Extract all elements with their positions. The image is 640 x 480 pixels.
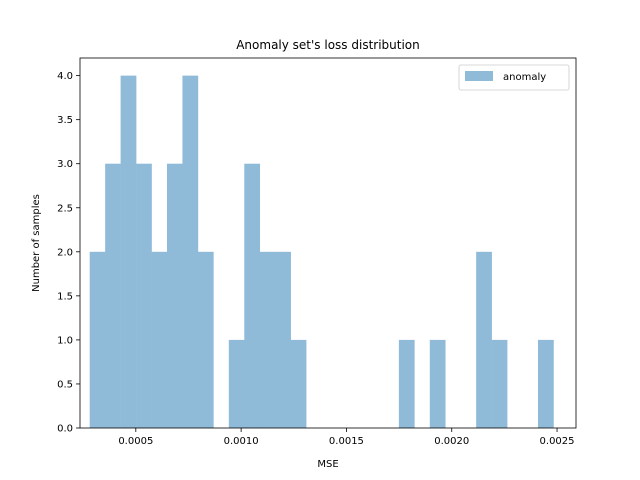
- axes-frame: [79, 57, 577, 429]
- y-tick-label: 3.5: [57, 115, 73, 126]
- histogram-bar: [228, 339, 245, 428]
- y-tick-label: 2.0: [57, 247, 73, 258]
- x-tick-label: 0.0020: [434, 436, 469, 447]
- histogram-bar: [105, 163, 121, 428]
- histogram-bar: [398, 339, 415, 428]
- y-tick-label: 3.0: [57, 159, 73, 170]
- histogram-bar: [476, 251, 492, 428]
- histogram-bar: [259, 251, 276, 428]
- y-tick-label: 1.5: [57, 291, 73, 302]
- histogram-bar: [89, 251, 106, 428]
- histogram-bar: [275, 251, 291, 428]
- histogram-bar: [197, 251, 214, 428]
- histogram-bar: [290, 339, 307, 428]
- y-tick-label: 2.5: [57, 203, 73, 214]
- histogram-bar: [244, 163, 261, 428]
- histogram-bar: [136, 163, 152, 428]
- histogram-bar: [491, 339, 508, 428]
- chart-title: Anomaly set's loss distribution: [236, 38, 420, 52]
- histogram-bar: [182, 75, 199, 429]
- histogram-bar: [538, 339, 554, 428]
- histogram-bar: [429, 339, 446, 428]
- y-axis-ticks: 0.0 0.5 1.0 1.5 2.0 2.5 3.0 3.5 4.0: [57, 71, 80, 435]
- x-tick-label: 0.0005: [118, 436, 153, 447]
- legend: anomaly: [458, 64, 570, 91]
- x-tick-label: 0.0010: [224, 436, 259, 447]
- bars-group: [89, 75, 554, 429]
- y-tick-label: 1.0: [57, 335, 73, 346]
- histogram-bar: [151, 251, 168, 428]
- x-tick-label: 0.0025: [540, 436, 575, 447]
- x-tick-label: 0.0015: [329, 436, 364, 447]
- legend-swatch-anomaly: [465, 71, 493, 81]
- histogram-bar: [166, 163, 183, 428]
- y-tick-label: 0.0: [57, 424, 73, 435]
- legend-label-anomaly: anomaly: [503, 72, 546, 83]
- y-tick-label: 0.5: [57, 379, 73, 390]
- y-axis-label: Number of samples: [31, 194, 42, 292]
- histogram-bar: [120, 75, 137, 429]
- x-axis-ticks: 0.0005 0.0010 0.0015 0.0020 0.0025: [118, 428, 575, 447]
- y-tick-label: 4.0: [57, 71, 73, 82]
- x-axis-label: MSE: [317, 459, 338, 470]
